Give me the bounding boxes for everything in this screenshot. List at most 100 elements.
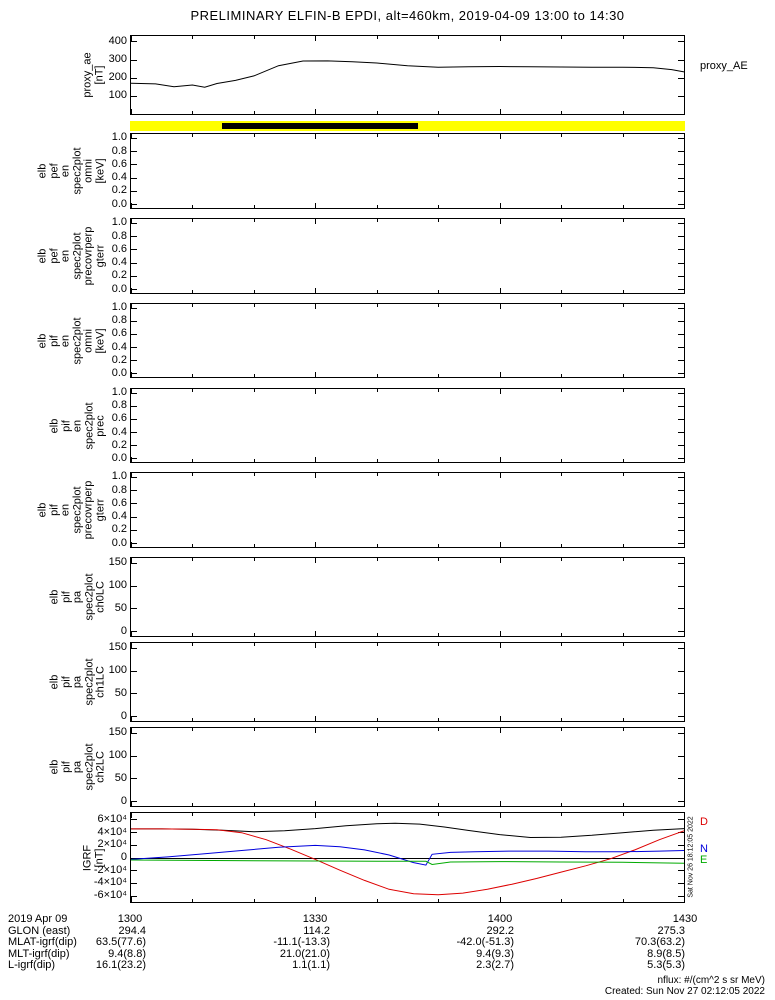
y-tick-label: 0.6 <box>111 327 127 340</box>
var-value: 114.2 <box>303 925 330 937</box>
y-tick-label: -4×10⁴ <box>93 876 127 889</box>
var-row-l: L-igrf(dip) 16.1(23.2) 1.1(1.1) 2.3(2.7)… <box>0 959 775 971</box>
y-tick-label: 300 <box>108 53 127 66</box>
y-tick-label: 0.2 <box>111 184 127 197</box>
y-tick-label: 0.6 <box>111 242 127 255</box>
elb-pif-en-omni-plot <box>131 304 685 377</box>
elb-pif-pa-ch0lc-plot <box>131 558 685 636</box>
var-value: -11.1(-13.3) <box>273 936 330 948</box>
y-tick-label: 0.0 <box>111 366 127 379</box>
var-value: 70.3(63.2) <box>634 936 685 948</box>
y-tick-label: 0.4 <box>111 340 127 353</box>
y-tick-label: 50 <box>114 601 127 614</box>
y-tick-label: 1.0 <box>111 470 127 483</box>
var-row-glon: GLON (east) 294.4 114.2 292.2 275.3 <box>0 925 775 937</box>
date-label: 2019 Apr 09 <box>8 913 68 925</box>
var-value: 275.3 <box>657 925 685 937</box>
y-tick-label: 0.8 <box>111 314 127 327</box>
y-tick-label: 150 <box>108 641 127 654</box>
y-axis-label: elb pef en spec2plot omni [keV] <box>36 147 107 195</box>
y-tick-label: 4×10⁴ <box>97 825 127 838</box>
y-tick-label: 0.8 <box>111 399 127 412</box>
y-tick-label: 0 <box>120 624 127 637</box>
elb-pif-pa-ch2lc-plot <box>131 728 685 806</box>
y-tick-label: 0.2 <box>111 353 127 366</box>
y-axis-label: proxy_ae [nT] <box>81 52 106 98</box>
elb-pif-pa-ch1lc-plot <box>131 643 685 721</box>
var-value: 16.1(23.2) <box>95 959 146 971</box>
var-value: 9.4(9.3) <box>476 948 514 960</box>
var-value: 292.2 <box>486 925 514 937</box>
series-D <box>131 828 685 896</box>
y-tick-label: 1.0 <box>111 386 127 399</box>
y-tick-label: 0 <box>120 794 127 807</box>
time-tick-label: 1430 <box>672 913 698 925</box>
y-tick-label: 0.8 <box>111 144 127 157</box>
panel-pif-pa-ch2lc: 150 100 50 0 elb pif pa spec2plot ch2LC <box>48 727 685 807</box>
y-tick-label: 400 <box>108 34 127 47</box>
y-tick-label: 100 <box>108 579 127 592</box>
y-tick-label: -6×10⁴ <box>93 889 127 902</box>
panel-pif-pa-ch1lc: 150 100 50 0 elb pif pa spec2plot ch1LC <box>48 642 685 722</box>
proxy-ae-plot <box>130 36 685 114</box>
series-E <box>130 859 685 866</box>
series-proxy_AE <box>130 60 685 88</box>
elb-pif-en-prec-plot <box>131 389 685 462</box>
y-tick-label: 0.8 <box>111 483 127 496</box>
y-tick-label: 1.0 <box>111 131 127 144</box>
y-tick-label: 0.0 <box>111 451 127 464</box>
y-axis-label: IGRF [nT] <box>81 844 106 871</box>
series-N <box>130 844 685 866</box>
availability-bar <box>130 121 685 131</box>
y-axis-label: elb pif pa spec2plot ch0LC <box>47 573 106 621</box>
y-tick-label: 0.6 <box>111 496 127 509</box>
var-row-label: MLAT-igrf(dip) <box>8 936 77 948</box>
y-tick-label: 0.2 <box>111 523 127 536</box>
y-tick-label: 50 <box>114 771 127 784</box>
var-value: 8.9(8.5) <box>647 948 685 960</box>
y-axis-label: elb pif en spec2plot omni [keV] <box>36 316 107 365</box>
y-tick-label: 0.4 <box>111 510 127 523</box>
availability-bar-segment <box>222 123 419 129</box>
y-tick-label: -2×10⁴ <box>93 863 127 876</box>
y-tick-label: 100 <box>108 749 127 762</box>
y-tick-label: 150 <box>108 556 127 569</box>
y-tick-label: 0.6 <box>111 157 127 170</box>
y-tick-label: 0.2 <box>111 269 127 282</box>
y-tick-label: 1.0 <box>111 216 127 229</box>
y-tick-label: 0.4 <box>111 256 127 269</box>
var-value: 1.1(1.1) <box>292 959 330 971</box>
elb-pif-en-precovrperp-gterr-plot <box>131 473 685 547</box>
y-tick-label: 100 <box>108 664 127 677</box>
y-tick-label: 0.0 <box>111 282 127 295</box>
time-tick-label: 1400 <box>487 913 513 925</box>
created-note: Created: Sun Nov 27 02:12:05 2022 <box>604 986 765 997</box>
y-tick-label: 0 <box>120 709 127 722</box>
panel-pif-en-prec: 1.0 0.8 0.6 0.4 0.2 0.0 elb pif en spec2plot p… <box>48 387 685 463</box>
y-tick-label: 0.0 <box>111 536 127 549</box>
var-row-label: L-igrf(dip) <box>8 959 56 971</box>
var-row-label: MLT-igrf(dip) <box>8 948 70 960</box>
var-value: 2.3(2.7) <box>476 959 514 971</box>
elb-pef-en-precovrperp-gterr-plot <box>131 219 685 293</box>
elb-pef-en-omni-plot <box>131 134 685 208</box>
y-tick-label: 2×10⁴ <box>97 838 127 851</box>
y-tick-label: 0.2 <box>111 438 127 451</box>
line-label-E: E <box>700 854 708 867</box>
time-tick-label: 1300 <box>117 913 143 925</box>
y-axis-label: elb pif pa spec2plot ch2LC <box>47 743 106 791</box>
var-value: 294.4 <box>118 925 146 937</box>
panel-pif-pa-ch0lc: 150 100 50 0 elb pif pa spec2plot ch0LC <box>48 557 685 637</box>
y-axis-label: elb pef en spec2plot precovrperp gterr <box>36 226 107 286</box>
side-timestamp: Sat Nov 26 18:12:05 2022 <box>687 816 695 898</box>
y-tick-label: 0 <box>120 851 127 863</box>
var-value: 21.0(21.0) <box>279 948 330 960</box>
panel-pef-en-precovrperp-gterr: 1.0 0.8 0.6 0.4 0.2 0.0 elb pef en spec2plot p… <box>37 217 685 294</box>
var-value: 5.3(5.3) <box>647 959 685 971</box>
panel-pif-en-omni: 1.0 0.8 0.6 0.4 0.2 0.0 elb pif en spec2plot o… <box>37 302 685 378</box>
y-tick-label: 0.6 <box>111 412 127 425</box>
time-tick-label: 1330 <box>302 913 328 925</box>
y-tick-label: 1.0 <box>111 301 127 314</box>
panel-proxy-ae: 400 300 200 100 proxy_ae [nT] proxy_AE <box>82 35 748 115</box>
